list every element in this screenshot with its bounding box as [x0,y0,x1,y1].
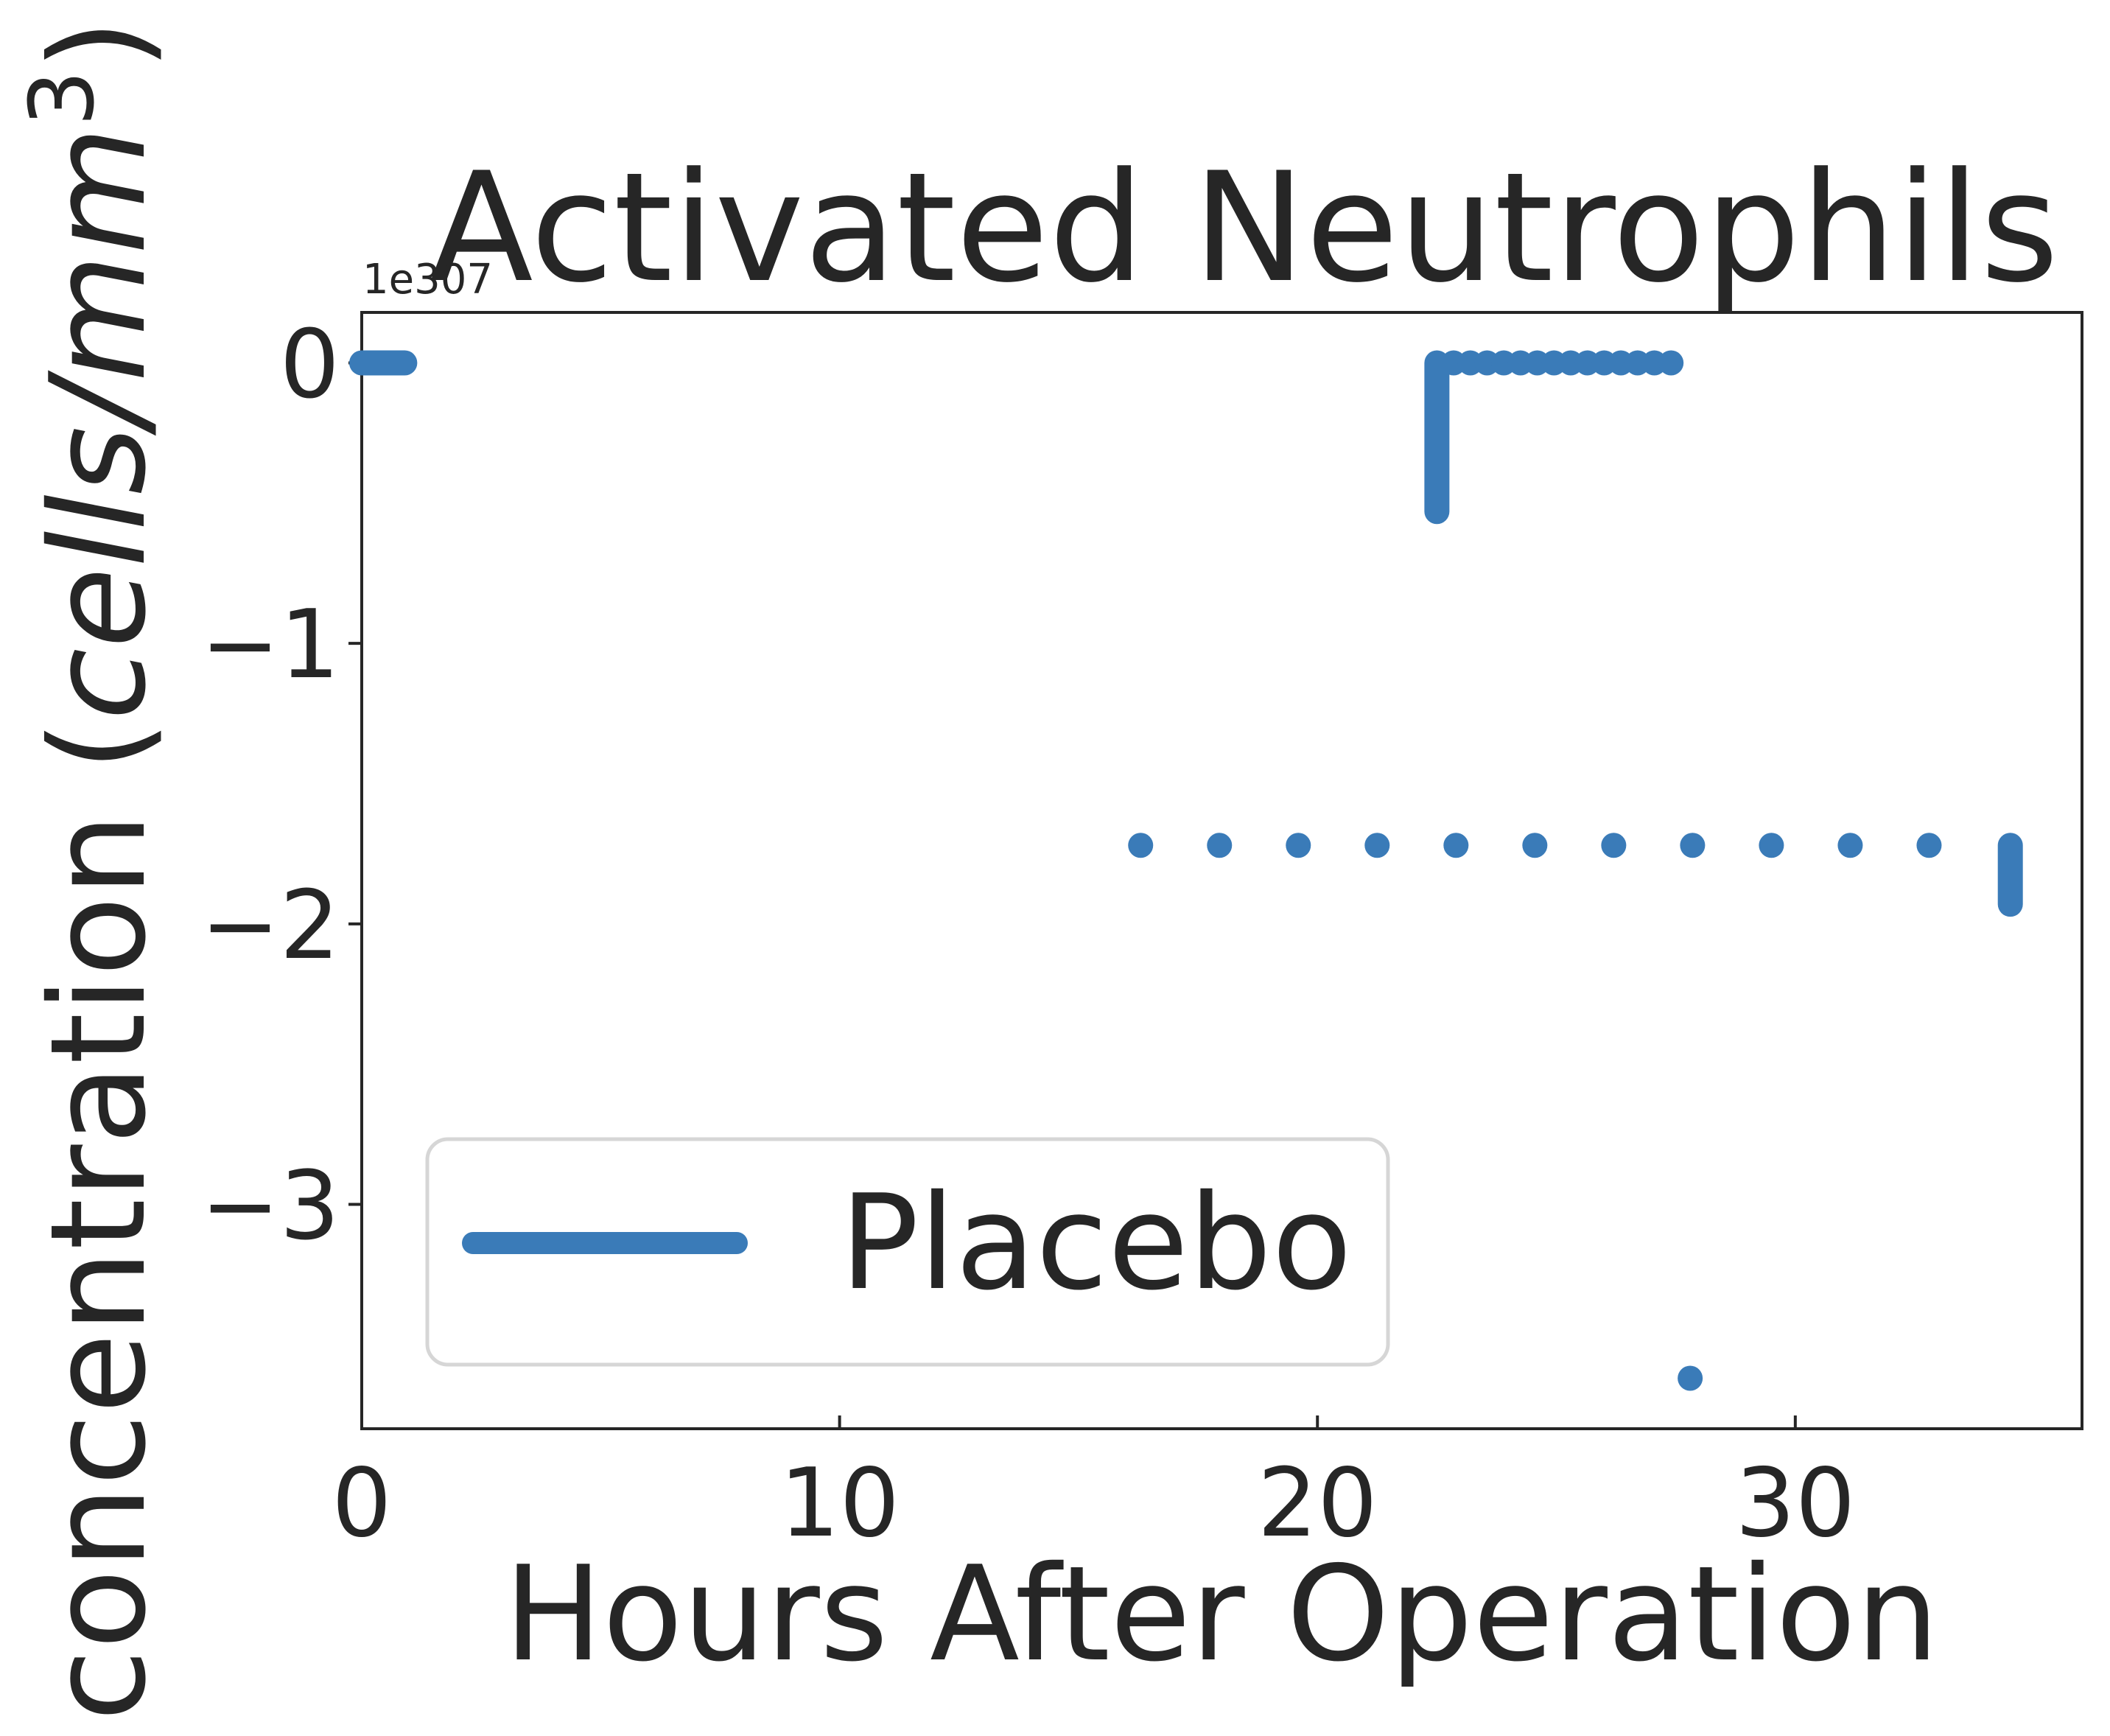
y-axis-label-unit: cells/mm [22,127,175,721]
data-point [1837,833,1863,858]
data-point [1658,350,1684,376]
data-point [1128,833,1154,858]
axis-ticks: 0 10 20 30 0 −1 −2 −3 [200,310,1855,1558]
data-point [1601,833,1627,858]
y-tick-label: −3 [200,1151,340,1261]
legend: Placebo [425,1137,1390,1367]
data-point [1522,833,1548,858]
data-point [1916,833,1942,858]
x-tick-label: 30 [1735,1449,1855,1558]
y-axis-label-close: ) [22,19,175,70]
svg-text:concentration (cells/mm3): concentration (cells/mm3) [12,19,175,1721]
y-tick-label: 0 [280,310,340,420]
offset-text: 1e307 [362,256,493,304]
y-axis-label-exponent: 3 [12,70,114,126]
data-point [1759,833,1784,858]
x-axis-label: Hours After Operation [504,1538,1939,1690]
data-point [1364,833,1390,858]
legend-label: Placebo [840,1166,1352,1319]
data-point [1678,1365,1703,1391]
y-axis-label-main: concentration ( [22,720,175,1721]
data-point [1207,833,1233,858]
plot-area-frame [360,311,2083,1430]
chart-title: Activated Neutrophils [430,141,2058,316]
data-point [1286,833,1311,858]
data-point [1680,833,1706,858]
x-tick-label: 20 [1258,1449,1378,1558]
plot-marks [349,350,2023,1391]
data-point [1443,833,1469,858]
legend-box [425,1137,1390,1367]
x-tick-label: 10 [779,1449,900,1558]
y-tick-label: −1 [200,590,340,700]
x-tick-label: 0 [332,1449,391,1558]
y-tick-label: −2 [200,871,340,981]
y-axis-label: concentration (cells/mm3) [12,19,175,1721]
